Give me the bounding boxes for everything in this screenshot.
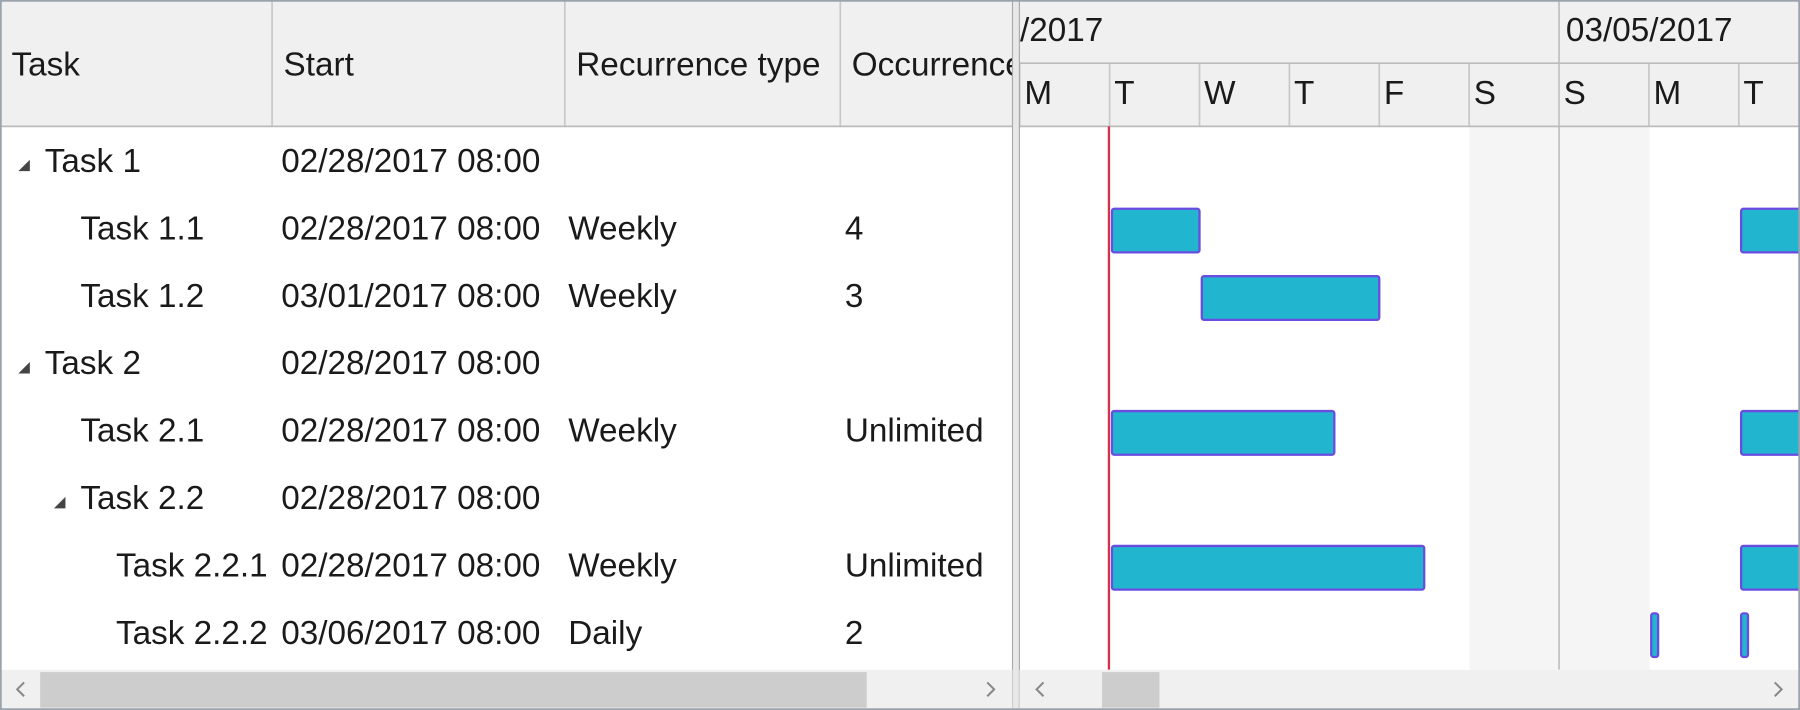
recurrence-type: Weekly: [568, 278, 677, 315]
task-start: 02/28/2017 08:00: [281, 480, 540, 517]
day-label: T: [1294, 75, 1314, 112]
week-label: 02/26/2017: [937, 12, 1104, 49]
task-name: Task 2.1: [80, 413, 204, 450]
column-header[interactable]: Occurrences: [852, 46, 1041, 83]
recurrence-type: Weekly: [568, 548, 677, 585]
day-label: W: [1204, 75, 1236, 112]
occurrences: Unlimited: [845, 413, 984, 450]
task-start: 03/01/2017 08:00: [281, 278, 540, 315]
column-header[interactable]: Task: [11, 46, 80, 83]
recurrence-type: Weekly: [568, 413, 677, 450]
grid-header: [0, 0, 1013, 127]
task-name: Task 1.2: [80, 278, 204, 315]
task-name: Task 2: [45, 345, 141, 382]
task-bar[interactable]: [1650, 612, 1660, 659]
column-header[interactable]: Start: [284, 46, 354, 83]
task-start: 02/28/2017 08:00: [281, 210, 540, 247]
task-name: Task 1: [45, 143, 141, 180]
scroll-thumb[interactable]: [1102, 672, 1160, 708]
scroll-thumb[interactable]: [40, 672, 867, 708]
splitter[interactable]: [1011, 0, 1020, 710]
occurrences: 4: [845, 210, 864, 247]
task-bar[interactable]: [1110, 544, 1426, 591]
column-header[interactable]: Recurrence type: [576, 46, 820, 83]
task-name: Task 2.2.2: [116, 615, 268, 652]
recurrence-type: Weekly: [568, 210, 677, 247]
task-name: Task 2.2.1: [116, 548, 268, 585]
task-start: 03/06/2017 08:00: [281, 615, 540, 652]
task-start: 02/28/2017 08:00: [281, 413, 540, 450]
occurrences: 2: [845, 615, 864, 652]
task-bar[interactable]: [1110, 207, 1201, 254]
day-label: T: [1114, 75, 1134, 112]
scroll-arrows[interactable]: [1035, 681, 1784, 697]
week-label: 03/05/2017: [1566, 12, 1733, 49]
task-bar[interactable]: [1200, 275, 1381, 321]
occurrences: 3: [845, 278, 864, 315]
task-start: 02/28/2017 08:00: [281, 143, 540, 180]
day-label: M: [1654, 75, 1682, 112]
recurrence-type: Daily: [568, 615, 642, 652]
task-name: Task 2.2: [80, 480, 204, 517]
task-bar[interactable]: [1110, 409, 1336, 456]
task-bar[interactable]: [1739, 207, 1800, 254]
expander[interactable]: [53, 496, 66, 509]
day-label: T: [1743, 75, 1763, 112]
day-label: F: [1384, 75, 1404, 112]
grid-area: Task Start Recurrence type Occurrences Task …: [11, 0, 1041, 652]
day-label: S: [1564, 75, 1586, 112]
day-label: S: [1474, 75, 1496, 112]
task-bar[interactable]: [1739, 544, 1800, 591]
task-bar[interactable]: [1739, 612, 1750, 659]
occurrences: Unlimited: [845, 548, 984, 585]
task-start: 02/28/2017 08:00: [281, 345, 540, 382]
task-start: 02/28/2017 08:00: [281, 548, 540, 585]
task-name: Task 1.1: [80, 210, 204, 247]
scroll-arrows[interactable]: [15, 681, 996, 697]
task-bar[interactable]: [1739, 409, 1800, 456]
expander[interactable]: [18, 362, 30, 374]
day-label: M: [1024, 75, 1052, 112]
